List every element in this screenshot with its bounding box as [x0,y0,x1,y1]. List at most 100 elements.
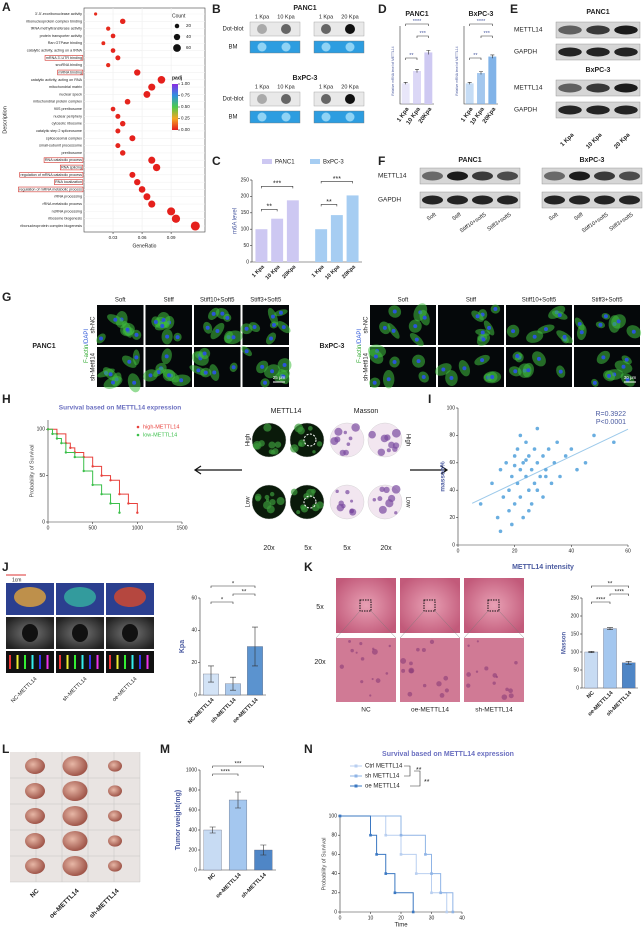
blot-band [586,83,610,93]
histology-5x [400,578,460,633]
legend-label: sh METTL14 [365,774,400,780]
legend-marker [354,764,358,768]
stain-actin: F-actin [84,345,90,363]
tumor [108,785,122,797]
column-label: Stiff10+Soft5 [200,298,235,304]
stain-spot [334,427,343,436]
nucleus [490,375,495,380]
y-tick-label: 100 [37,427,46,433]
lane-label: 1 Kpa [560,132,576,148]
term-label: catalytic activity, acting on RNA [31,78,83,82]
nucleus [282,363,287,368]
scatter-point [512,454,517,458]
blot-band [558,83,582,93]
x-tick-label: 20Kpa [341,264,358,281]
stain-spot [346,442,351,446]
nucleus [536,356,541,361]
dot [257,94,267,104]
nucleus [480,330,485,335]
histology-5x [464,578,524,633]
nucleus [281,325,286,330]
nucleus [244,326,249,331]
blot-band [422,171,443,181]
significance-bracket [416,35,429,38]
nucleus [203,370,208,375]
scatter-point [541,454,545,458]
significance-label: ** [424,779,430,786]
cell [436,681,442,687]
term-label: regulation of mRNA metabolic process [19,187,82,191]
fit-line [471,428,629,504]
legend-size [173,44,181,52]
cell-line-label: PANC1 [32,343,55,350]
nucleus [382,325,387,330]
significance-bracket [261,186,294,189]
stain-spot [349,509,354,514]
column-label: 20 Kpa [341,84,359,90]
nucleus [557,313,562,318]
x-tick-label: 20 [398,915,404,921]
scatter-point [575,467,579,472]
blot-band [586,47,610,57]
stain-spot [258,440,265,447]
significance-bracket [609,593,629,596]
stain-spot [350,499,354,503]
legend-label: 20 [186,23,192,28]
colorbar-label: 0.00 [181,127,190,132]
x-tick-label: 20 [512,548,518,554]
bar [203,829,222,871]
bm-dot [281,42,291,52]
stain-spot [335,489,339,493]
nucleus [132,380,137,385]
blot-band [497,195,518,205]
arrow [193,465,242,475]
nucleus [260,364,265,369]
row-label: GAPDH [514,49,537,56]
scatter-point [527,508,531,513]
nucleus [475,314,480,319]
x-tick-label: 20Kpa [418,106,434,125]
x-tick-label: 0.03 [109,235,118,240]
scatter-point [535,461,540,465]
x-tick-label: 40 [569,548,575,554]
error-bar [490,54,495,59]
zoom-lines [463,610,525,639]
panel-letter: L [2,742,9,756]
nucleus [480,358,485,363]
panel-letter: K [304,560,313,574]
survival-point [100,474,103,477]
nucleus [281,374,286,379]
dot [257,24,267,34]
magnification-label: 20x [380,545,392,552]
cell [514,660,518,665]
scatter-point [532,481,537,486]
nucleus [211,311,216,316]
enrichment-dot [167,207,176,216]
nucleus [391,328,396,333]
bar [477,73,485,104]
term-label: catalytic step 2 spliceosome [36,129,82,133]
nucleus [113,317,118,322]
legend-label: high-METTL14 [143,424,179,430]
column-label: sh-METTL14 [475,707,513,714]
blot-band [558,25,582,35]
row-label: 20x [314,659,326,666]
tumor [25,758,45,774]
significance-bracket [405,23,429,26]
significance-label: ** [473,53,478,59]
nucleus [179,378,184,383]
blot-band [544,171,565,181]
scatter-point [529,502,534,506]
survival-point [60,441,63,445]
lane-label: Stiff10+soft5 [459,212,488,234]
column-label: 20 Kpa [341,14,359,20]
bm-dot [257,112,267,122]
tissue-core [251,422,287,458]
cell [371,677,374,681]
blot-band [472,171,493,181]
y-tick-label: 0 [194,692,197,698]
stain-spot [388,494,396,503]
bar [315,229,328,262]
dot [281,24,291,34]
block-title: PANC1 [458,157,481,164]
